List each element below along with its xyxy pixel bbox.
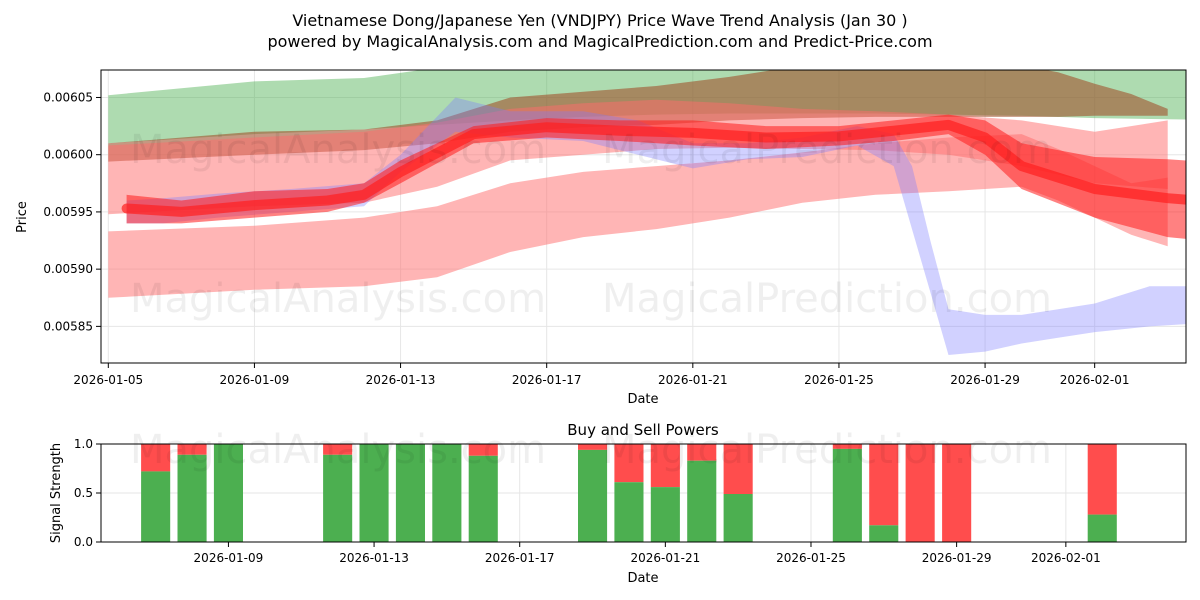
sell-bar — [687, 444, 717, 461]
sell-bar — [723, 444, 753, 494]
signal-chart: Buy and Sell Powers MagicalAnalysis.com … — [49, 421, 1187, 586]
signal-x-tick-label: 2026-01-21 — [630, 551, 700, 565]
buy-bar — [578, 449, 608, 542]
price-trend-line-0 — [121, 119, 1186, 217]
watermark-analysis-bottom: MagicalAnalysis.com — [130, 427, 546, 473]
buy-bar — [468, 455, 498, 542]
buy-bar — [687, 460, 717, 542]
price-y-tick-label: 0.00585 — [43, 319, 93, 333]
price-x-tick-label: 2026-01-13 — [366, 373, 436, 387]
signal-bars — [141, 444, 1117, 542]
price-x-tick-label: 2026-01-09 — [220, 373, 290, 387]
sell-bar — [141, 444, 171, 472]
buy-bar — [395, 444, 425, 542]
signal-x-tick-label: 2026-01-09 — [194, 551, 264, 565]
price-x-axis-label: Date — [627, 392, 658, 407]
signal-y-tick-label: 1.0 — [74, 437, 93, 451]
sell-bar — [177, 444, 207, 455]
sell-bar — [468, 444, 498, 456]
buy-bar — [723, 494, 753, 542]
price-bands — [108, 70, 1186, 355]
signal-x-tick-label: 2026-01-13 — [339, 551, 409, 565]
buy-bar — [359, 444, 389, 542]
price-y-tick-label: 0.00600 — [43, 148, 93, 162]
price-band-5 — [126, 114, 1186, 239]
buy-bar — [141, 471, 171, 542]
sell-bar — [1087, 444, 1117, 515]
price-y-ticks: 0.00585 0.00590 0.00595 0.00600 0.00605 — [43, 90, 101, 333]
buy-bar — [614, 482, 644, 542]
watermark-prediction-bottom: MagicalPrediction.com — [602, 427, 1052, 473]
sell-bar — [905, 444, 935, 542]
buy-bar — [213, 444, 243, 542]
chart-title: Vietnamese Dong/Japanese Yen (VNDJPY) Pr… — [292, 11, 907, 30]
signal-x-ticks: 2026-01-09 2026-01-13 2026-01-17 2026-01-21… — [194, 542, 1101, 565]
watermark-prediction-mid: MagicalPrediction.com — [602, 276, 1052, 322]
signal-y-tick-label: 0.0 — [74, 535, 93, 549]
signal-x-axis-label: Date — [627, 571, 658, 586]
sell-bar — [869, 444, 899, 526]
price-x-tick-label: 2026-01-29 — [950, 373, 1020, 387]
price-band-4 — [126, 97, 1186, 355]
sell-bar — [614, 444, 644, 483]
watermark-analysis-mid: MagicalAnalysis.com — [130, 276, 546, 322]
buy-bar — [177, 454, 207, 542]
price-x-tick-label: 2026-01-17 — [512, 373, 582, 387]
price-y-tick-label: 0.00605 — [43, 90, 93, 104]
price-y-tick-label: 0.00595 — [43, 205, 93, 219]
sell-bar — [323, 444, 353, 455]
signal-y-tick-label: 0.5 — [74, 486, 93, 500]
price-x-tick-label: 2026-01-25 — [804, 373, 874, 387]
price-band-3 — [108, 134, 1168, 298]
sell-bar — [650, 444, 680, 488]
price-x-ticks: 2026-01-05 2026-01-09 2026-01-13 2026-01-17… — [73, 363, 1130, 387]
signal-y-ticks: 0.0 0.5 1.0 — [74, 437, 101, 549]
signal-x-tick-label: 2026-01-29 — [922, 551, 992, 565]
buy-bar — [323, 454, 353, 542]
buy-bar — [869, 525, 899, 542]
buy-bar — [650, 487, 680, 542]
price-plot-frame — [100, 69, 1187, 364]
watermark-prediction-top: MagicalPrediction.com — [602, 127, 1052, 173]
sell-bar — [832, 444, 862, 449]
buy-bar — [432, 444, 462, 542]
signal-x-tick-label: 2026-01-25 — [776, 551, 846, 565]
price-chart: MagicalAnalysis.com MagicalPrediction.co… — [15, 69, 1187, 407]
signal-chart-title: Buy and Sell Powers — [567, 421, 719, 439]
price-x-tick-label: 2026-01-05 — [73, 373, 143, 387]
chart-subtitle: powered by MagicalAnalysis.com and Magic… — [267, 32, 932, 51]
price-x-tick-label: 2026-01-21 — [658, 373, 728, 387]
price-x-tick-label: 2026-02-01 — [1060, 373, 1130, 387]
buy-bar — [832, 448, 862, 542]
watermark-analysis-top: MagicalAnalysis.com — [130, 127, 546, 173]
sell-bar — [578, 444, 608, 450]
buy-bar — [1087, 514, 1117, 542]
signal-x-tick-label: 2026-01-17 — [485, 551, 555, 565]
price-y-axis-label: Price — [15, 201, 30, 233]
price-y-tick-label: 0.00590 — [43, 262, 93, 276]
signal-y-axis-label: Signal Strength — [49, 443, 64, 543]
signal-x-tick-label: 2026-02-01 — [1031, 551, 1101, 565]
sell-bar — [942, 444, 972, 542]
